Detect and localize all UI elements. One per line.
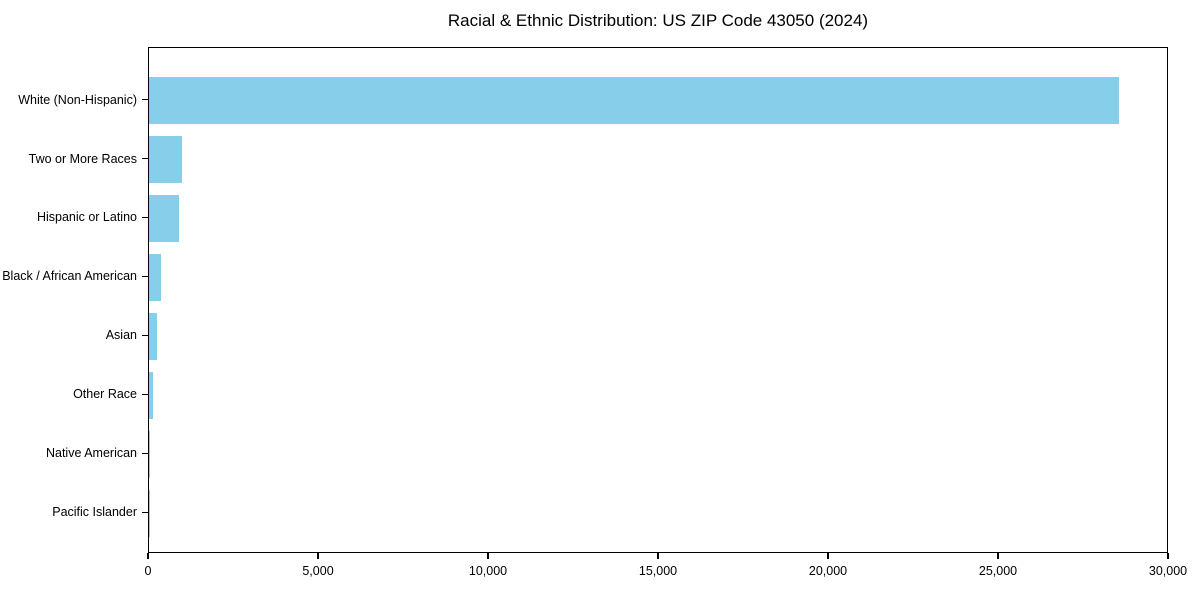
plot-area [148, 47, 1168, 553]
y-axis-label: Asian [105, 328, 137, 343]
y-tick-mark [142, 157, 148, 160]
bars-layer [149, 48, 1167, 552]
x-axis-tick-label: 0 [144, 564, 152, 578]
x-tick-mark [827, 553, 829, 559]
x-tick-mark [1167, 553, 1169, 559]
x-tick-mark [657, 553, 659, 559]
x-axis-tick-label: 30,000 [1148, 564, 1188, 578]
bar-white-non-hispanic- [149, 76, 1120, 125]
x-axis-tick-label: 15,000 [638, 564, 678, 578]
y-axis-label: Native American [45, 446, 137, 461]
y-tick-mark [142, 511, 148, 513]
y-axis-label: Other Race [73, 387, 137, 402]
x-axis-tick-label: 10,000 [468, 564, 508, 578]
y-tick-mark [142, 393, 148, 396]
y-axis-label: White (Non-Hispanic) [18, 92, 137, 107]
x-tick-mark [147, 553, 149, 559]
y-axis-label: Pacific Islander [52, 505, 137, 520]
x-tick-mark [997, 553, 999, 559]
bar-hispanic-or-latino [149, 194, 180, 242]
chart-title: Racial & Ethnic Distribution: US ZIP Cod… [447, 11, 869, 30]
bar-asian [149, 312, 158, 360]
y-tick-mark [142, 216, 148, 219]
y-tick-mark [142, 275, 148, 278]
y-tick-mark [142, 98, 148, 101]
x-tick-mark [487, 553, 489, 559]
x-axis-tick-label: 25,000 [978, 564, 1018, 578]
x-axis-tick-label: 5,000 [302, 564, 334, 578]
y-axis-label: Black / African American [2, 269, 137, 284]
bar-black-african-american [149, 253, 161, 301]
y-tick-mark [142, 452, 148, 454]
bar-other-race [149, 371, 154, 419]
x-tick-mark [317, 553, 319, 559]
bar-two-or-more-races [149, 135, 183, 184]
bar-native-american [149, 430, 150, 478]
y-tick-mark [142, 334, 148, 337]
x-axis-tick-label: 20,000 [808, 564, 848, 578]
y-axis-label: Hispanic or Latino [36, 210, 137, 225]
y-axis-label: Two or More Races [28, 151, 137, 166]
